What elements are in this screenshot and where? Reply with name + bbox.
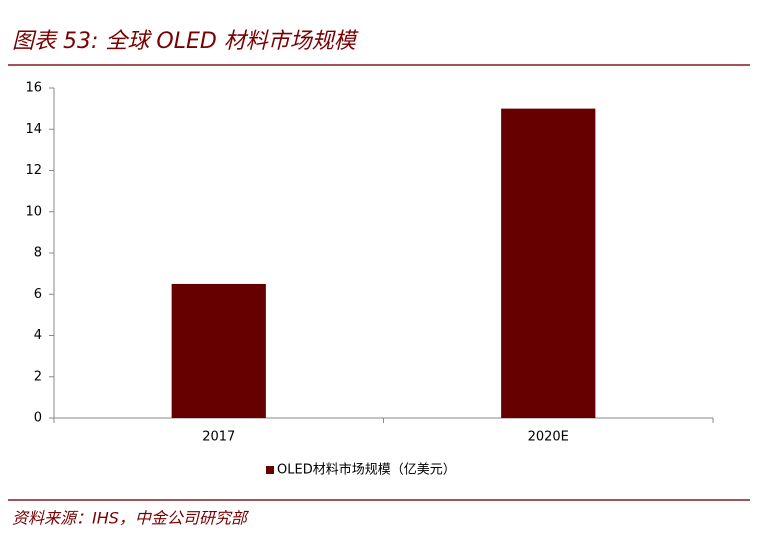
x-tick-label: 2020E xyxy=(528,430,569,445)
chart-title: 图表 53: 全球 OLED 材料市场规模 xyxy=(12,29,359,54)
bar xyxy=(501,108,596,418)
y-tick-label: 14 xyxy=(25,122,42,137)
legend-label: OLED材料市场规模（亿美元） xyxy=(277,462,456,478)
bar xyxy=(171,283,266,418)
y-tick-label: 0 xyxy=(34,411,42,426)
source: 资料来源：IHS，中金公司研究部 xyxy=(12,509,250,528)
y-tick-label: 10 xyxy=(25,204,42,219)
y-tick-label: 8 xyxy=(34,246,42,261)
y-tick-label: 4 xyxy=(34,328,42,343)
y-tick-label: 16 xyxy=(25,81,42,96)
y-tick-label: 6 xyxy=(34,287,42,302)
y-tick-label: 12 xyxy=(25,163,42,178)
x-tick-label: 2017 xyxy=(202,430,235,445)
y-tick-label: 2 xyxy=(34,369,42,384)
legend-swatch xyxy=(266,466,274,474)
